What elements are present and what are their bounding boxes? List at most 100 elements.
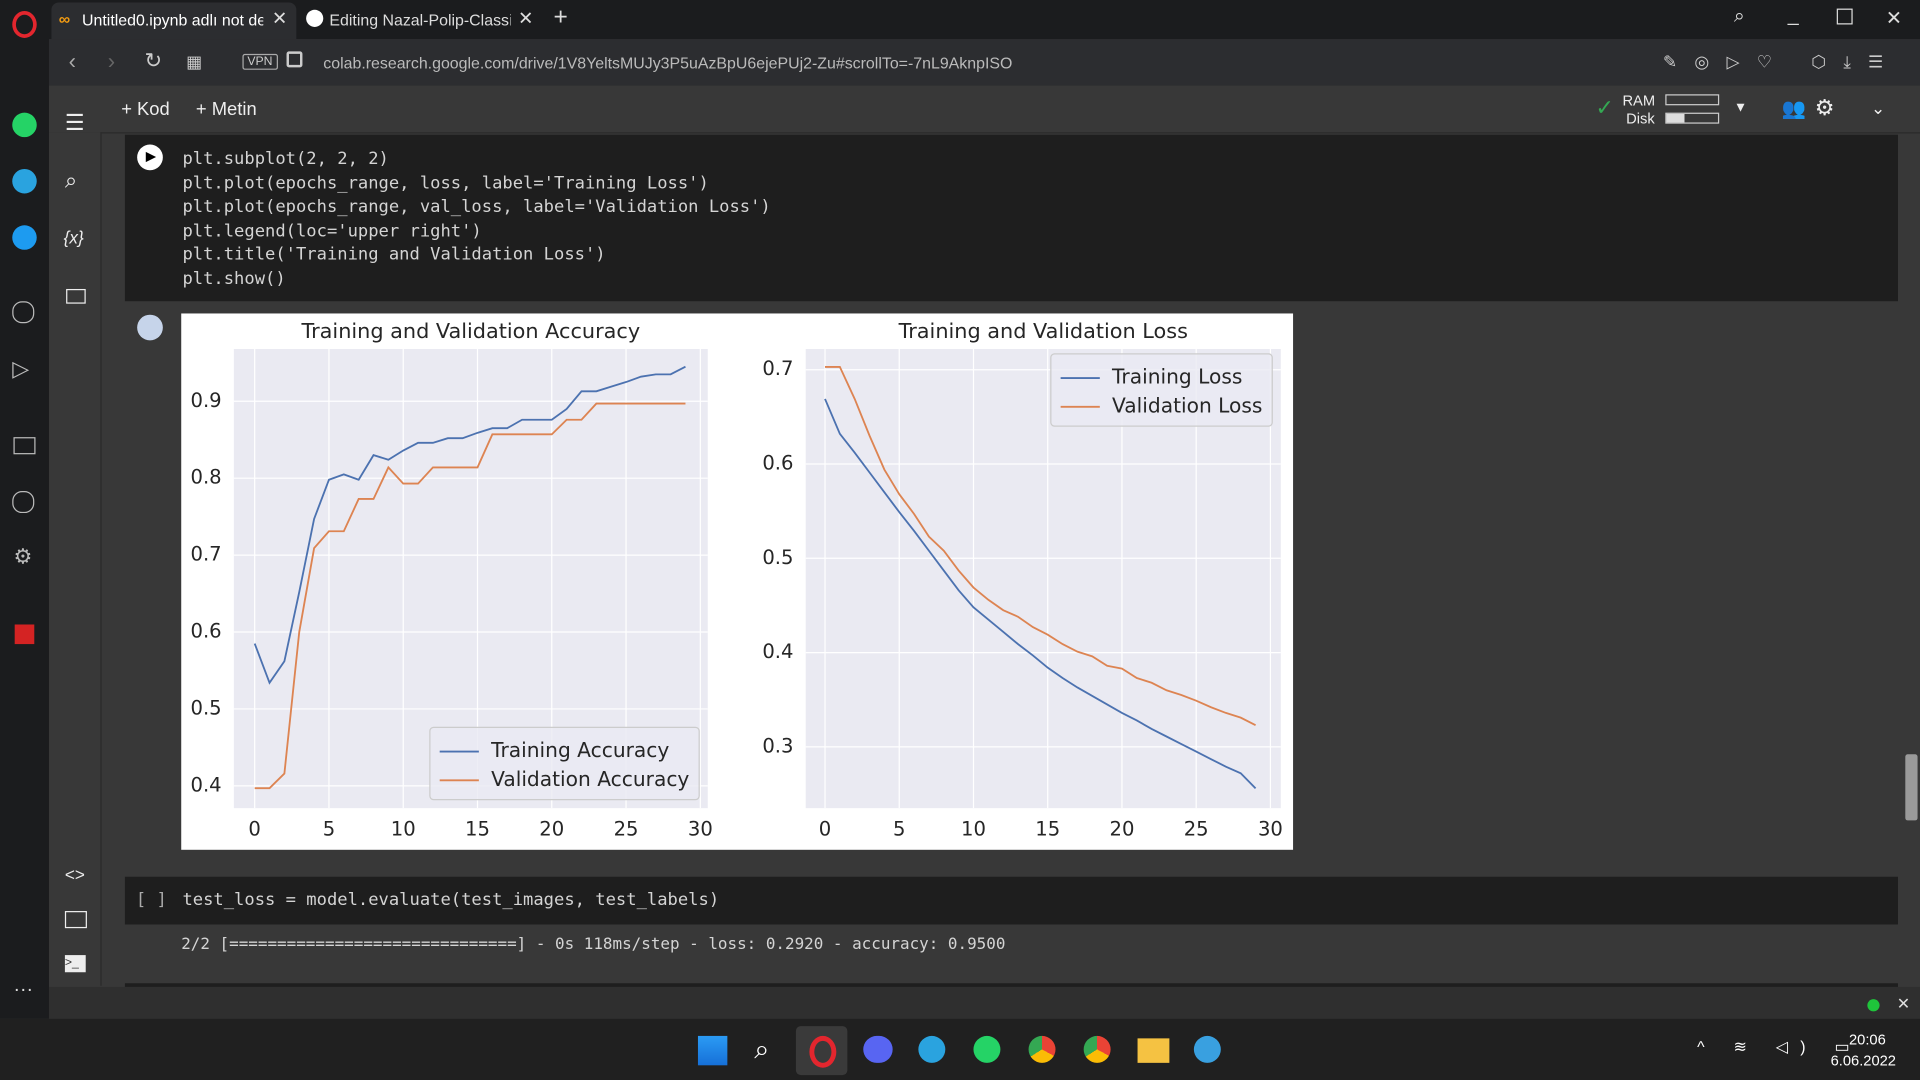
x-tick-label: 5 — [893, 818, 905, 841]
tab[interactable] — [51, 2, 297, 40]
ram-meter[interactable] — [1665, 94, 1720, 106]
taskbar — [0, 1018, 1920, 1080]
start[interactable] — [697, 1035, 728, 1066]
reload[interactable]: ↻ — [144, 48, 162, 73]
add-code[interactable]: + Kod — [121, 99, 170, 121]
legend-label: Training Loss — [1111, 365, 1242, 389]
twitter[interactable] — [12, 225, 37, 250]
chrome-app[interactable] — [1028, 1035, 1056, 1063]
tab-title[interactable]: Editing Nazal-Polip-Classifi — [329, 11, 511, 30]
tabs-overview[interactable]: ▦ — [186, 51, 203, 72]
whatsapp[interactable] — [12, 112, 37, 138]
minimize[interactable]: _ — [1787, 4, 1799, 26]
whatsapp-app[interactable] — [973, 1035, 1001, 1063]
yandex[interactable] — [14, 624, 35, 645]
opera-logo[interactable] — [12, 11, 37, 38]
code-line: plt.title('Training and Validation Loss'… — [182, 244, 606, 265]
scrollbar[interactable] — [1905, 754, 1918, 821]
explorer-app[interactable] — [1137, 1038, 1170, 1063]
legend: Training Loss Validation Loss — [1050, 353, 1273, 427]
toc[interactable]: ☰ — [64, 110, 85, 135]
legend-box — [429, 726, 700, 801]
more[interactable]: ··· — [13, 979, 34, 1001]
telegram[interactable] — [12, 168, 37, 194]
player[interactable] — [12, 301, 35, 324]
x-tick-label: 5 — [323, 818, 335, 841]
settings[interactable]: ⚙ — [13, 544, 33, 569]
vpn-badge[interactable]: VPN — [242, 53, 278, 70]
status-bar — [48, 986, 1920, 1019]
data-line — [253, 365, 686, 685]
clock-time[interactable]: 20:06 — [1848, 1031, 1886, 1049]
y-tick-label: 0.7 — [762, 357, 793, 380]
new-tab[interactable]: + — [553, 3, 568, 31]
tab-close[interactable]: ✕ — [517, 8, 534, 30]
search[interactable]: ⌕ — [64, 167, 78, 193]
status-dot — [1867, 999, 1880, 1012]
next-cell — [124, 983, 1898, 987]
tray-icons[interactable]: ^ ≋ ◁) ▭ — [1697, 1037, 1862, 1056]
code-cell[interactable] — [124, 876, 1898, 925]
terminal[interactable]: >_ — [64, 955, 86, 973]
variables[interactable]: {x} — [63, 227, 84, 248]
command-palette[interactable] — [64, 911, 87, 929]
code-snippets[interactable]: <> — [64, 864, 85, 885]
send[interactable]: ▷ — [12, 356, 30, 381]
x-tick-label: 10 — [391, 818, 416, 841]
clock-date[interactable]: 6.06.2022 — [1830, 1051, 1896, 1069]
share[interactable]: 👥 — [1781, 99, 1807, 121]
chart-title: Training and Validation Loss — [898, 319, 1188, 343]
chart-output: Training and Validation Accuracy 0 5 10 15 20… — [181, 313, 1294, 850]
collapse[interactable]: ⌄ — [1871, 97, 1886, 118]
back[interactable]: ‹ — [68, 48, 76, 74]
data-line — [254, 402, 686, 790]
close-window[interactable]: ✕ — [1885, 8, 1903, 30]
forward[interactable]: › — [107, 48, 116, 74]
tab-close[interactable]: ✕ — [271, 8, 288, 30]
code-cell[interactable] — [124, 134, 1898, 302]
restore[interactable] — [1836, 8, 1853, 25]
disk-label: Disk — [1626, 110, 1655, 128]
history[interactable] — [12, 491, 35, 514]
cell-prompt[interactable]: [ ] — [135, 890, 167, 910]
opera-app[interactable] — [809, 1035, 837, 1068]
run-button[interactable] — [137, 144, 163, 171]
y-tick-label: 0.6 — [762, 452, 793, 475]
chrome-profile-app[interactable] — [1083, 1035, 1111, 1063]
status-close[interactable]: ✕ — [1896, 994, 1911, 1013]
run-icon[interactable]: ▶ — [145, 149, 157, 165]
legend-label: Training Accuracy — [490, 738, 669, 762]
connected-check: ✓ — [1595, 95, 1614, 121]
y-tick-label: 0.3 — [762, 734, 793, 757]
colab-settings[interactable]: ⚙ — [1814, 95, 1835, 121]
search-tabs[interactable]: ⌕ — [1733, 6, 1745, 27]
wallet[interactable] — [13, 437, 36, 455]
runtime-menu[interactable]: ▼ — [1733, 100, 1748, 116]
code-line: plt.show() — [182, 268, 286, 289]
discord-app[interactable] — [863, 1035, 893, 1063]
url[interactable]: colab.research.google.com/drive/1V8Yelts… — [323, 53, 1013, 73]
legend-label: Validation Loss — [1112, 393, 1262, 417]
files[interactable] — [66, 288, 86, 304]
y-tick-label: 0.9 — [190, 389, 221, 412]
github-icon — [306, 9, 324, 27]
code-line: test_loss = model.evaluate(test_images, … — [182, 890, 720, 910]
disk-meter[interactable] — [1665, 112, 1720, 124]
other-app[interactable] — [1193, 1035, 1221, 1063]
y-tick-label: 0.7 — [190, 543, 221, 566]
x-tick-label: 30 — [1258, 818, 1283, 841]
telegram-app[interactable] — [918, 1035, 946, 1063]
tab-title[interactable]: Untitled0.ipynb adlı not def — [82, 11, 264, 30]
code-line: plt.legend(loc='upper right') — [182, 221, 482, 241]
add-text[interactable]: + Metin — [195, 99, 257, 121]
x-tick-label: 20 — [1109, 818, 1134, 841]
search-taskbar[interactable]: ⌕ — [754, 1033, 770, 1065]
y-tick-label: 0.6 — [190, 620, 221, 643]
x-tick-label: 20 — [539, 818, 564, 841]
y-tick-label: 0.4 — [190, 773, 221, 796]
legend-box — [1050, 353, 1273, 427]
charts: Training and Validation Accuracy 0 5 10 15 20… — [190, 319, 1283, 841]
address-actions[interactable]: ✎◎▷♡ ⬡⤓☰ — [1662, 51, 1901, 72]
y-tick-label: 0.5 — [762, 546, 793, 569]
